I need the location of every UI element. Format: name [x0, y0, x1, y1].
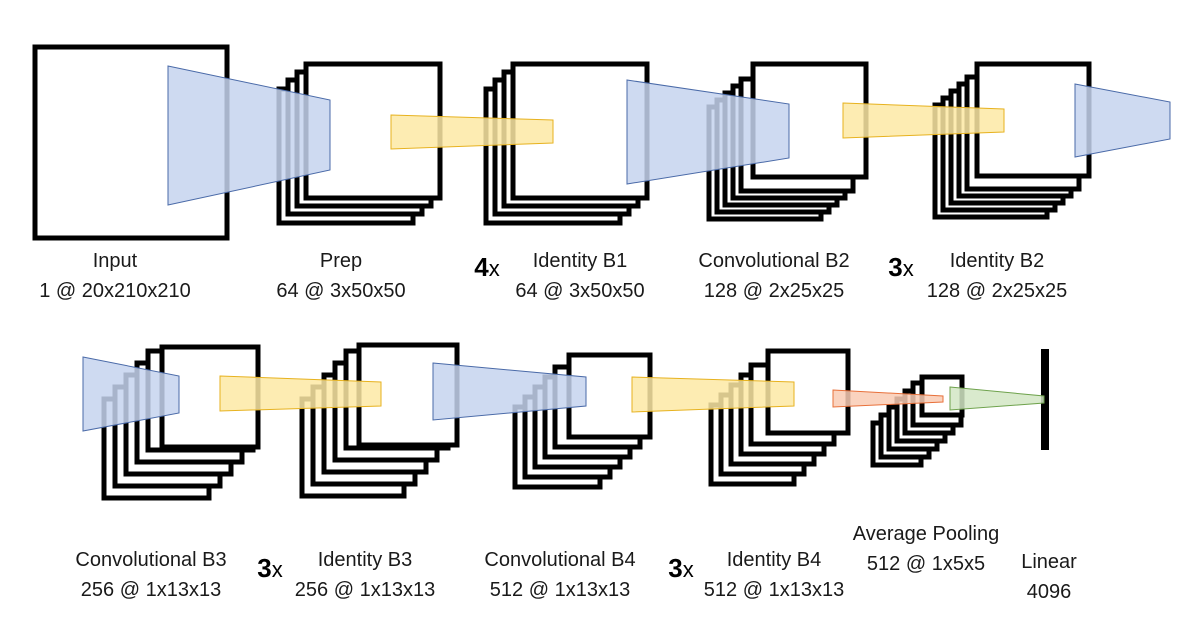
linear-label: Linear 4096	[1021, 547, 1077, 607]
identity-b3-repeat: 3x	[257, 553, 282, 585]
yellow-trapezoid-2	[842, 102, 1005, 139]
conv-b2-name: Convolutional B2	[698, 250, 850, 272]
linear-dims: 4096	[1026, 581, 1072, 603]
conv-b3-label: Convolutional B3 256 @ 1x13x13	[75, 545, 226, 605]
identity-b2-stack	[932, 61, 1092, 220]
conv-b2-label: Convolutional B2 128 @ 2x25x25	[698, 246, 849, 306]
yellow-trapezoid-3	[219, 375, 382, 412]
identity-b2-repeat: 3x	[888, 252, 913, 284]
prep-label: Prep 64 @ 3x50x50	[276, 246, 405, 306]
yellow-trapezoid-1	[390, 114, 554, 150]
identity-b4-repeat-count: 3	[668, 553, 683, 583]
identity-b3-stack	[299, 342, 460, 499]
identity-b3-label: Identity B3 256 @ 1x13x13	[295, 545, 435, 605]
green-trapezoid	[949, 386, 1045, 411]
input-label: Input 1 @ 20x210x210	[39, 246, 191, 306]
identity-b4-name: Identity B4	[726, 549, 822, 571]
avg-pooling-name: Average Pooling	[852, 523, 1000, 545]
identity-b1-label: Identity B1 64 @ 3x50x50	[515, 246, 644, 306]
identity-b3-dims: 256 @ 1x13x13	[294, 579, 436, 601]
conv-b2-dims: 128 @ 2x25x25	[703, 280, 845, 302]
blue-trapezoid-2	[626, 79, 790, 185]
prep-dims: 64 @ 3x50x50	[276, 280, 406, 302]
identity-b1-repeat: 4x	[474, 252, 499, 284]
linear-layer-bar	[1041, 349, 1049, 450]
linear-name: Linear	[1021, 551, 1077, 573]
identity-b3-name: Identity B3	[317, 549, 413, 571]
identity-b1-repeat-count: 4	[474, 252, 489, 282]
blue-trapezoid-3	[1074, 83, 1171, 158]
conv-b4-name: Convolutional B4	[484, 549, 636, 571]
identity-b4-repeat-x: x	[682, 557, 694, 582]
identity-b2-repeat-count: 3	[888, 252, 903, 282]
blue-trapezoid-1	[167, 65, 331, 206]
identity-b4-repeat: 3x	[668, 553, 693, 585]
identity-b4-dims: 512 @ 1x13x13	[703, 579, 845, 601]
identity-b1-repeat-x: x	[488, 256, 500, 281]
input-dims: 1 @ 20x210x210	[39, 280, 191, 302]
identity-b3-repeat-x: x	[271, 557, 283, 582]
identity-b2-name: Identity B2	[949, 250, 1045, 272]
conv-b3-name: Convolutional B3	[75, 549, 227, 571]
yellow-trapezoid-4	[631, 376, 795, 413]
identity-b2-dims: 128 @ 2x25x25	[926, 280, 1068, 302]
prep-name: Prep	[319, 250, 363, 272]
avg-pooling-dims: 512 @ 1x5x5	[866, 553, 986, 575]
avg-pooling-stack	[870, 374, 965, 468]
identity-b2-label: Identity B2 128 @ 2x25x25	[927, 246, 1067, 306]
input-name: Input	[92, 250, 138, 272]
identity-b2-repeat-x: x	[902, 256, 914, 281]
identity-b4-stack	[708, 348, 851, 487]
conv-b4-label: Convolutional B4 512 @ 1x13x13	[484, 545, 635, 605]
conv-b4-dims: 512 @ 1x13x13	[489, 579, 631, 601]
blue-trapezoid-5	[432, 362, 587, 421]
conv-b3-dims: 256 @ 1x13x13	[80, 579, 222, 601]
identity-b1-name: Identity B1	[532, 250, 628, 272]
orange-trapezoid	[832, 389, 944, 408]
blue-trapezoid-4	[82, 356, 180, 432]
identity-b1-dims: 64 @ 3x50x50	[515, 280, 645, 302]
identity-b4-label: Identity B4 512 @ 1x13x13	[704, 545, 844, 605]
identity-b3-repeat-count: 3	[257, 553, 272, 583]
avg-pooling-label: Average Pooling 512 @ 1x5x5	[853, 519, 999, 579]
